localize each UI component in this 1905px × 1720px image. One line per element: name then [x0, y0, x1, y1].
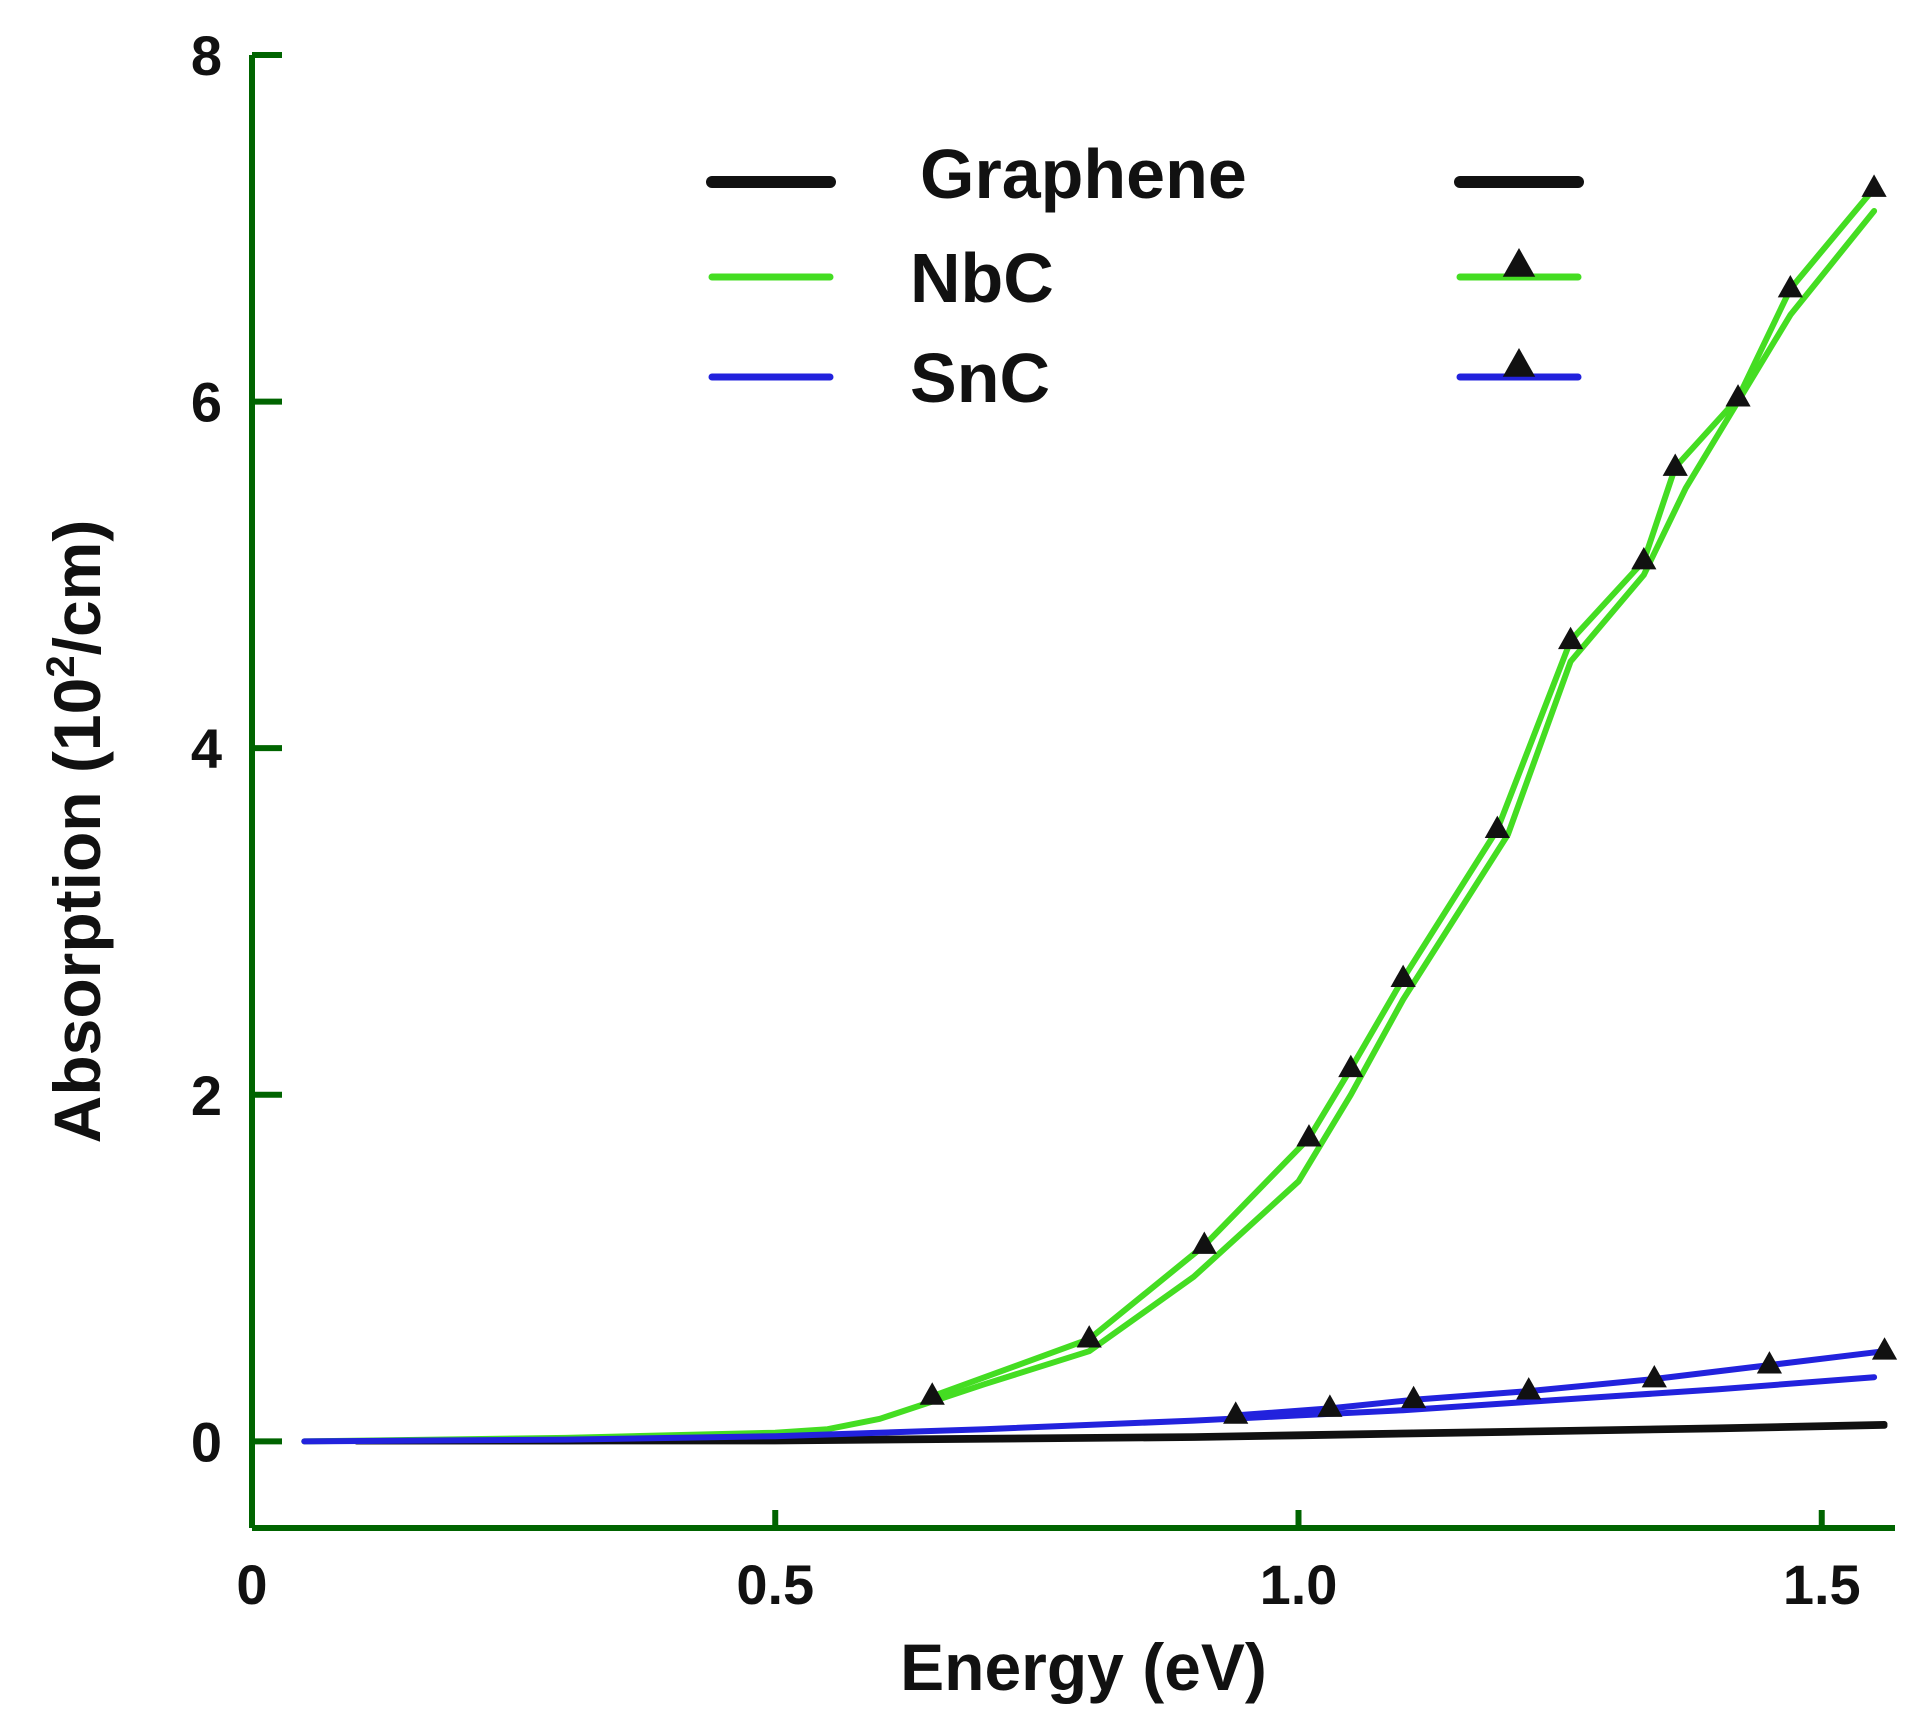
y-tick-label: 8	[191, 24, 222, 87]
series-nbc-triangle	[919, 174, 1887, 1405]
x-axis-title: Energy (eV)	[900, 1630, 1267, 1704]
series-snc	[301, 1374, 1878, 1445]
data-point-marker	[1401, 1385, 1427, 1409]
data-point-marker	[1756, 1351, 1783, 1374]
y-axis-title-tail: /cm)	[40, 520, 114, 656]
data-point-marker	[1076, 1325, 1102, 1348]
legend-label: Graphene	[920, 135, 1247, 213]
series-line	[301, 208, 1878, 1445]
series-line	[301, 1374, 1878, 1445]
data-point-marker	[1390, 964, 1416, 988]
x-tick-label: 0.5	[736, 1553, 814, 1616]
x-tick-label: 1.5	[1783, 1553, 1861, 1616]
data-point-marker	[1296, 1124, 1322, 1147]
data-point-marker	[1662, 453, 1688, 476]
series-line	[929, 185, 1878, 1400]
y-tick-label: 4	[191, 717, 222, 780]
data-point-marker	[1317, 1394, 1343, 1417]
legend: Graphene NbC SnC	[706, 135, 1584, 417]
legend-marker	[1502, 348, 1536, 377]
legend-label: SnC	[910, 339, 1050, 417]
data-point-marker	[1223, 1401, 1249, 1424]
data-point-marker	[1557, 626, 1584, 650]
legend-marker	[1502, 248, 1536, 277]
series-snc-triangle	[1223, 1337, 1898, 1424]
data-point-marker	[1777, 274, 1803, 298]
data-point-marker	[1725, 384, 1751, 407]
x-tick-label: 1.0	[1260, 1553, 1338, 1616]
x-tick-label: 0	[236, 1553, 267, 1616]
legend-item-graphene: Graphene	[706, 135, 1584, 213]
y-axis-title-superscript: 2	[39, 655, 83, 677]
data-point-marker	[1516, 1377, 1542, 1400]
data-point-marker	[1484, 815, 1510, 839]
y-tick-label: 2	[191, 1064, 222, 1127]
series-layer	[301, 174, 1898, 1445]
legend-item-snc: SnC	[708, 339, 1582, 417]
data-point-marker	[1631, 547, 1657, 570]
data-point-marker	[1338, 1054, 1364, 1078]
y-tick-label: 0	[191, 1410, 222, 1473]
data-point-marker	[1861, 174, 1887, 197]
data-point-marker	[1641, 1364, 1667, 1388]
legend-item-nbc: NbC	[708, 239, 1582, 317]
data-point-marker	[1871, 1337, 1898, 1360]
series-nbc	[301, 208, 1878, 1445]
legend-label: NbC	[910, 239, 1054, 317]
y-tick-label: 6	[191, 371, 222, 434]
data-point-marker	[919, 1382, 945, 1405]
y-axis-title-main: Absorption (10	[40, 678, 114, 1144]
y-axis-title: Absorption (102/cm)	[39, 520, 114, 1144]
axes-layer: 0 0.5 1.0 1.5 0 2 4 6 8	[191, 24, 1895, 1616]
data-point-marker	[1191, 1231, 1217, 1254]
